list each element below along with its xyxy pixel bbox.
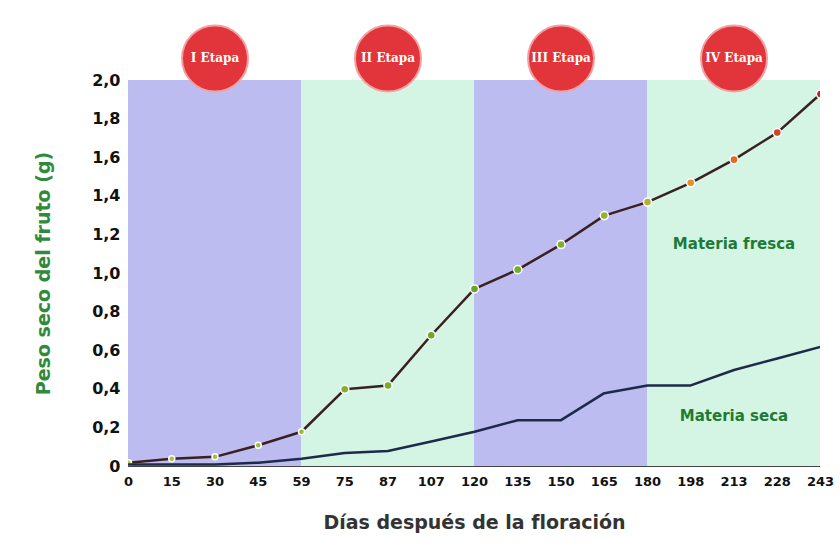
svg-text:87: 87	[379, 474, 397, 489]
svg-text:0: 0	[124, 474, 133, 489]
svg-text:0,2: 0,2	[92, 418, 120, 437]
svg-text:Materia fresca: Materia fresca	[673, 235, 795, 253]
svg-text:1,6: 1,6	[92, 148, 120, 167]
svg-text:1,0: 1,0	[92, 264, 120, 283]
svg-text:15: 15	[163, 474, 181, 489]
svg-text:75: 75	[336, 474, 354, 489]
svg-text:228: 228	[764, 474, 791, 489]
svg-text:30: 30	[206, 474, 224, 489]
svg-text:0,4: 0,4	[92, 379, 120, 398]
svg-text:II Etapa: II Etapa	[361, 51, 415, 65]
svg-text:Días después de la floración: Días después de la floración	[323, 511, 625, 533]
svg-text:IV Etapa: IV Etapa	[705, 51, 763, 65]
svg-text:165: 165	[591, 474, 618, 489]
svg-text:III Etapa: III Etapa	[531, 51, 591, 65]
svg-text:59: 59	[292, 474, 310, 489]
svg-text:120: 120	[461, 474, 488, 489]
svg-text:1,8: 1,8	[92, 109, 120, 128]
svg-text:180: 180	[634, 474, 661, 489]
svg-text:2,0: 2,0	[92, 71, 120, 90]
svg-text:I Etapa: I Etapa	[191, 51, 240, 65]
svg-text:213: 213	[720, 474, 747, 489]
svg-text:1,4: 1,4	[92, 186, 120, 205]
svg-text:1,2: 1,2	[92, 225, 120, 244]
svg-text:107: 107	[418, 474, 445, 489]
svg-text:150: 150	[547, 474, 574, 489]
svg-text:198: 198	[677, 474, 704, 489]
svg-text:135: 135	[504, 474, 531, 489]
svg-text:0,8: 0,8	[92, 302, 120, 321]
svg-text:45: 45	[249, 474, 267, 489]
svg-text:Materia seca: Materia seca	[680, 407, 788, 425]
svg-text:Peso seco del fruto (g): Peso seco del fruto (g)	[32, 152, 54, 395]
svg-text:0: 0	[109, 457, 120, 476]
svg-text:0,6: 0,6	[92, 341, 120, 360]
svg-text:243: 243	[807, 474, 834, 489]
